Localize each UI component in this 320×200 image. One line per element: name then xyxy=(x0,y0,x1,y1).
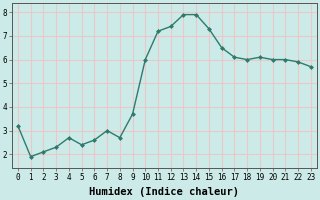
X-axis label: Humidex (Indice chaleur): Humidex (Indice chaleur) xyxy=(89,187,239,197)
